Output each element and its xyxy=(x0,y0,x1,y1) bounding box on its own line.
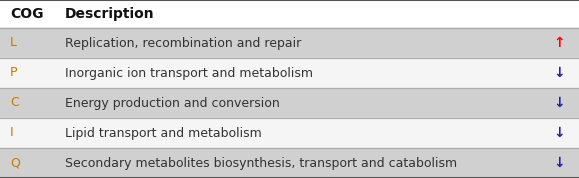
Text: Description: Description xyxy=(65,7,155,21)
Text: L: L xyxy=(10,36,17,49)
Text: ↓: ↓ xyxy=(554,156,565,170)
Text: Energy production and conversion: Energy production and conversion xyxy=(65,96,280,109)
Bar xyxy=(0,118,579,148)
Text: ↓: ↓ xyxy=(554,126,565,140)
Bar xyxy=(0,58,579,88)
Bar xyxy=(0,88,579,118)
Text: COG: COG xyxy=(10,7,43,21)
Text: Q: Q xyxy=(10,156,20,169)
Bar xyxy=(0,0,579,28)
Bar xyxy=(0,28,579,58)
Text: Inorganic ion transport and metabolism: Inorganic ion transport and metabolism xyxy=(65,67,313,80)
Text: C: C xyxy=(10,96,19,109)
Bar xyxy=(0,148,579,178)
Text: ↓: ↓ xyxy=(554,66,565,80)
Text: ↓: ↓ xyxy=(554,96,565,110)
Text: P: P xyxy=(10,67,17,80)
Text: ↑: ↑ xyxy=(554,36,565,50)
Text: Replication, recombination and repair: Replication, recombination and repair xyxy=(65,36,301,49)
Text: Lipid transport and metabolism: Lipid transport and metabolism xyxy=(65,127,262,140)
Text: I: I xyxy=(10,127,14,140)
Text: Secondary metabolites biosynthesis, transport and catabolism: Secondary metabolites biosynthesis, tran… xyxy=(65,156,457,169)
